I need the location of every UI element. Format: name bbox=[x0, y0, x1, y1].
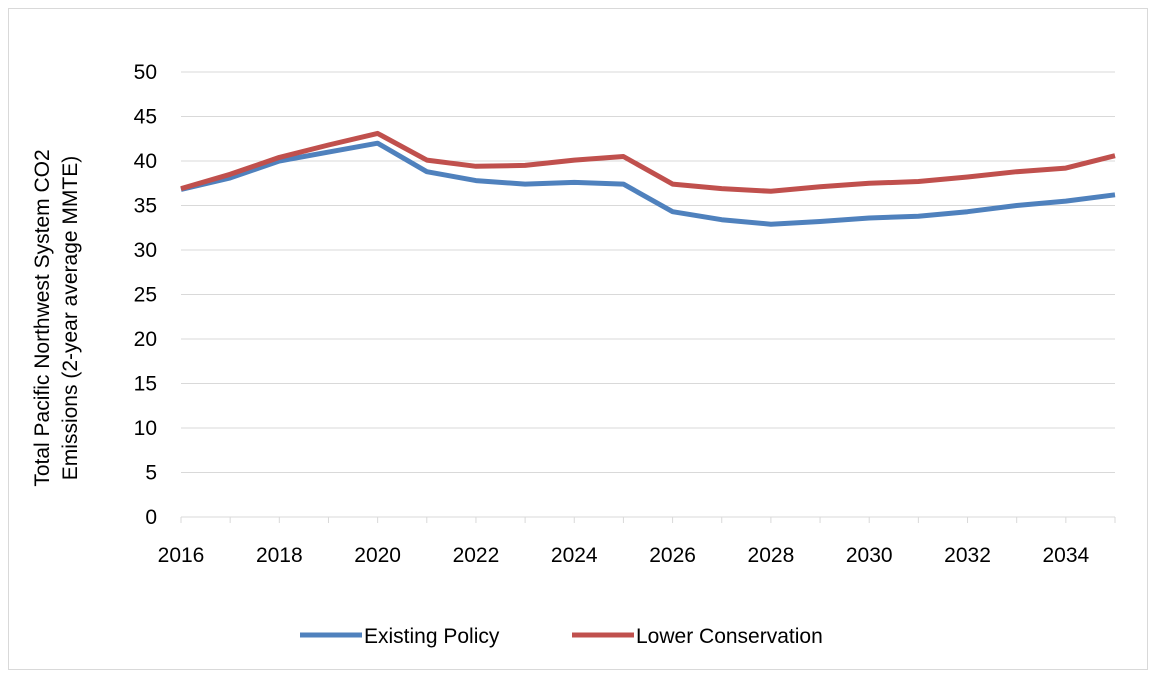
x-tick-label: 2018 bbox=[256, 544, 303, 567]
y-tick-labels: 0 5 10 15 20 25 30 35 40 45 50 bbox=[134, 61, 157, 529]
x-tick-label: 2030 bbox=[846, 544, 893, 567]
x-tick-labels: 2016 2018 2020 2022 2024 2026 2028 2030 2032 2034 bbox=[158, 544, 1090, 567]
x-tick-label: 2024 bbox=[551, 544, 598, 567]
y-tick-label: 25 bbox=[134, 284, 157, 307]
y-axis-title-line-1: Total Pacific Northwest System CO2 bbox=[31, 149, 54, 486]
series-lines bbox=[180, 130, 1116, 227]
legend-label-existing-policy: Existing Policy bbox=[364, 625, 500, 648]
y-tick-label: 10 bbox=[134, 417, 157, 440]
y-tick-label: 50 bbox=[134, 61, 157, 84]
gridlines bbox=[181, 71, 1115, 473]
y-tick-label: 30 bbox=[134, 239, 157, 262]
y-tick-label: 40 bbox=[134, 150, 157, 173]
x-tick-label: 2026 bbox=[649, 544, 696, 567]
y-tick-label: 0 bbox=[145, 506, 157, 529]
series-line-lower-conservation bbox=[180, 130, 1116, 194]
y-tick-label: 35 bbox=[134, 195, 157, 218]
x-tick-label: 2020 bbox=[354, 544, 401, 567]
x-tick-label: 2032 bbox=[944, 544, 991, 567]
x-tick-label: 2034 bbox=[1042, 544, 1089, 567]
series-line-existing-policy bbox=[180, 140, 1116, 227]
y-tick-label: 45 bbox=[134, 106, 157, 129]
x-tick-label: 2028 bbox=[748, 544, 795, 567]
y-tick-label: 20 bbox=[134, 328, 157, 351]
y-tick-label: 5 bbox=[145, 462, 157, 485]
x-tick-label: 2016 bbox=[158, 544, 205, 567]
y-axis-title: Total Pacific Northwest System CO2 Emiss… bbox=[31, 149, 82, 486]
legend: Existing Policy Lower Conservation bbox=[300, 625, 823, 648]
x-tick-label: 2022 bbox=[453, 544, 500, 567]
y-axis-title-line-2: Emissions (2-year average MMTE) bbox=[59, 156, 82, 480]
y-tick-label: 15 bbox=[134, 373, 157, 396]
x-axis bbox=[180, 516, 1116, 523]
legend-label-lower-conservation: Lower Conservation bbox=[636, 625, 823, 648]
